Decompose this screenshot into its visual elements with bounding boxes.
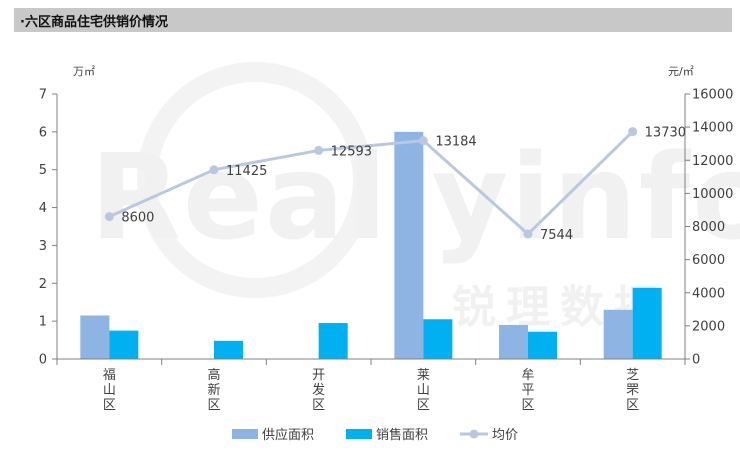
x-tick-label: 福山区	[103, 368, 116, 413]
y-left-tick-label: 4	[39, 201, 47, 216]
watermark-ring	[137, 62, 373, 298]
bar-sales-4	[528, 331, 557, 359]
bar-sales-5	[632, 287, 662, 359]
price-point-1	[209, 165, 219, 175]
legend-swatch-supply	[232, 429, 258, 439]
y-right-tick-label: 2000	[692, 319, 725, 334]
y-right-tick-label: 0	[692, 353, 700, 368]
price-label-3: 13184	[435, 135, 476, 150]
x-tick-label: 开发区	[312, 368, 325, 413]
x-tick-label: 高新区	[207, 367, 220, 413]
price-label-2: 12593	[331, 144, 372, 159]
legend-label-price: 均价	[492, 428, 518, 443]
bar-supply-5	[603, 309, 633, 359]
bar-sales-2	[318, 323, 348, 359]
bar-supply-0	[80, 315, 110, 359]
x-tick-label: 芝罘区	[626, 367, 639, 413]
y-left-tick-label: 2	[39, 277, 47, 292]
price-line	[108, 130, 634, 237]
legend-marker-price	[469, 429, 479, 439]
bar-supply-3	[394, 131, 424, 359]
legend-label-sales: 销售面积	[376, 427, 428, 443]
page-title: ·六区商品住宅供销价情况	[20, 15, 168, 30]
price-label-4: 7544	[540, 228, 573, 243]
y-left-tick-label: 1	[39, 315, 47, 330]
y-left-tick-label: 5	[39, 163, 47, 178]
bars-layer	[80, 131, 662, 359]
price-line-layer: 8600 11425 12593 13184 7544 13730	[104, 126, 686, 243]
y-right-tick-label: 14000	[692, 121, 733, 136]
price-label-5: 13730	[645, 126, 686, 141]
y-right-tick-label: 12000	[692, 154, 733, 169]
x-tick-label: 牟平区	[521, 368, 534, 413]
y-right-tick-label: 8000	[692, 220, 725, 235]
header-bar: ·六区商品住宅供销价情况	[14, 8, 732, 32]
y-left-tick-label: 6	[39, 125, 47, 140]
y-right-unit: 元/㎡	[668, 65, 694, 78]
y-left-unit: 万㎡	[73, 65, 95, 78]
price-label-1: 11425	[226, 164, 267, 179]
legend-label-supply: 供应面积	[262, 427, 314, 443]
price-point-0	[104, 212, 114, 222]
y-right-tick-label: 6000	[692, 253, 725, 268]
price-point-5	[628, 127, 638, 137]
y-left-tick-label: 3	[39, 239, 47, 254]
bar-supply-4	[499, 324, 528, 359]
y-left-tick-label: 0	[39, 353, 47, 368]
bar-sales-3	[423, 319, 453, 359]
price-point-2	[314, 145, 324, 155]
y-right-tick-label: 16000	[692, 88, 733, 103]
y-right-tick-label: 4000	[692, 286, 725, 301]
bar-sales-1	[214, 340, 243, 359]
price-point-4	[523, 229, 533, 239]
x-tick-label: 莱山区	[417, 368, 430, 413]
y-right-tick-label: 10000	[692, 187, 733, 202]
axes-layer: 0 1 2 3 4 5 6 7 0 2000 4000 6000 8000 10000 12000 14000…	[39, 65, 734, 413]
price-point-3	[418, 136, 428, 146]
y-left-tick-label: 7	[39, 88, 47, 103]
bar-sales-0	[109, 330, 139, 359]
legend: 供应面积 销售面积 均价	[232, 427, 518, 443]
legend-swatch-sales	[346, 429, 372, 439]
price-label-0: 8600	[121, 211, 154, 226]
